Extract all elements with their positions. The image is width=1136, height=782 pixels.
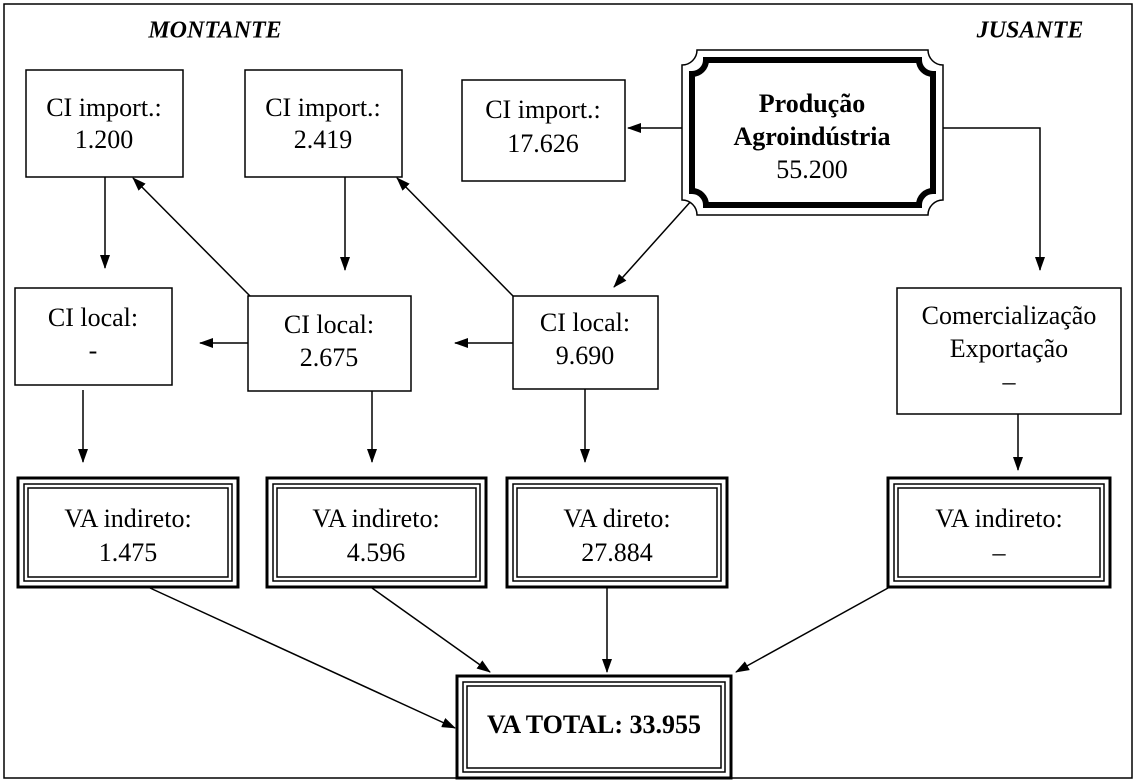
- node-text: -: [89, 336, 98, 365]
- node-text: 9.690: [556, 341, 615, 370]
- node-text: –: [1002, 367, 1017, 396]
- node-text: CI import.:: [265, 93, 381, 122]
- box-border: [897, 487, 1101, 578]
- node-text: Comercialização: [922, 301, 1097, 330]
- node-text: CI import.:: [46, 93, 162, 122]
- header-left: MONTANTE: [147, 18, 281, 44]
- box-border: [27, 487, 229, 578]
- node-text: Produção: [759, 89, 865, 118]
- node-text: VA TOTAL: 33.955: [487, 710, 701, 739]
- node-text: CI local:: [284, 310, 374, 339]
- node-text: Agroindústria: [734, 122, 891, 151]
- node-text: 4.596: [347, 538, 406, 567]
- node-labels: CI import.: 1.200 CI import.: 2.419 CI i…: [46, 89, 1096, 739]
- box-border: [466, 685, 722, 769]
- node-text: 1.475: [99, 538, 158, 567]
- node-text: CI local:: [540, 308, 630, 337]
- box-border: [276, 487, 477, 578]
- node-text: VA indireto:: [312, 504, 439, 533]
- node-text: VA indireto:: [935, 504, 1062, 533]
- header-right: JUSANTE: [976, 18, 1084, 44]
- node-text: –: [992, 538, 1007, 567]
- va-boxes: [16, 476, 1112, 780]
- box-border: [516, 487, 718, 578]
- node-text: VA direto:: [563, 504, 670, 533]
- node-text: 2.675: [300, 343, 359, 372]
- node-text: CI import.:: [485, 95, 601, 124]
- node-text: 55.200: [776, 155, 848, 184]
- arrows: [78, 123, 1045, 729]
- node-text: Exportação: [950, 334, 1068, 363]
- node-text: VA indireto:: [64, 504, 191, 533]
- node-boxes: [14, 49, 1122, 415]
- node-text: CI local:: [48, 303, 138, 332]
- node-text: 2.419: [294, 125, 353, 154]
- node-text: 17.626: [507, 129, 579, 158]
- node-text: 1.200: [75, 125, 134, 154]
- node-text: 27.884: [581, 538, 653, 567]
